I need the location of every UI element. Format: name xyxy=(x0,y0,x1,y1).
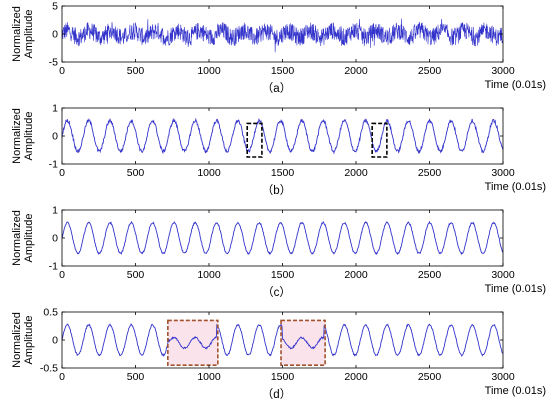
x-tick-label: 2000 xyxy=(344,269,368,281)
y-axis-label-line: Normalized xyxy=(11,210,23,266)
x-tick-label: 2000 xyxy=(344,371,368,383)
x-tick-label: 500 xyxy=(127,167,145,179)
plot-frame xyxy=(61,209,504,267)
y-axis-label: NormalizedAmplitude xyxy=(11,312,35,368)
signal-line-a xyxy=(61,18,504,53)
panel-a: 0 500 1000 1500 2000 2500 300050-5NormalizedAm… xyxy=(11,1,546,96)
x-axis-label: Time (0.01s) xyxy=(485,385,546,397)
y-tick-label: 0 xyxy=(52,335,58,347)
x-tick-label: 2500 xyxy=(418,269,442,281)
panel-c: 0 500 1000 1500 2000 2500 300010-1NormalizedAm… xyxy=(11,205,546,300)
x-tick-label: 3000 xyxy=(491,371,515,383)
y-axis-label-line: Amplitude xyxy=(23,214,35,263)
x-tick-label: 2000 xyxy=(344,65,368,77)
highlight-box-1 xyxy=(167,319,219,366)
panel-label: （d） xyxy=(262,388,291,401)
x-tick-label: 0 xyxy=(59,167,65,179)
x-tick-label: 2500 xyxy=(418,65,442,77)
y-tick-label: 1 xyxy=(52,205,58,217)
y-tick-label: 1 xyxy=(52,103,58,115)
signal-line-d xyxy=(61,323,504,357)
y-axis-label-line: Normalized xyxy=(11,108,23,164)
y-tick-label: -0.5 xyxy=(40,363,58,375)
x-tick-label: 1000 xyxy=(197,65,221,77)
x-tick-label: 3000 xyxy=(491,167,515,179)
panel-label: （a） xyxy=(262,82,291,95)
highlight-box-1 xyxy=(246,122,263,158)
signal-line-c xyxy=(61,220,504,256)
x-tick-label: 500 xyxy=(127,269,145,281)
panel-label: （c） xyxy=(262,286,291,299)
x-tick-label: 1500 xyxy=(271,371,295,383)
y-axis-label-line: Normalized xyxy=(11,6,23,62)
y-axis-label: NormalizedAmplitude xyxy=(11,210,35,266)
y-tick-label: -5 xyxy=(49,57,58,69)
plot-frame xyxy=(61,107,504,165)
highlight-box-2 xyxy=(280,319,326,366)
x-tick-label: 1500 xyxy=(271,167,295,179)
x-tick-label: 1000 xyxy=(197,269,221,281)
y-axis-label: NormalizedAmplitude xyxy=(11,6,35,62)
x-tick-label: 500 xyxy=(127,65,145,77)
x-tick-label: 3000 xyxy=(491,65,515,77)
y-axis-label-line: Amplitude xyxy=(23,316,35,365)
panel-b: 0 500 1000 1500 2000 2500 300010-1NormalizedAm… xyxy=(11,103,546,198)
highlight-box-2 xyxy=(371,122,388,158)
x-tick-label: 3000 xyxy=(491,269,515,281)
x-tick-label: 0 xyxy=(59,269,65,281)
y-tick-label: -1 xyxy=(49,261,58,273)
y-axis-label-line: Amplitude xyxy=(23,112,35,161)
plot-frame xyxy=(61,5,504,63)
x-tick-label: 0 xyxy=(59,371,65,383)
highlight-fill-2 xyxy=(281,320,326,366)
y-tick-label: 0 xyxy=(52,29,58,41)
y-tick-label: 5 xyxy=(52,1,58,13)
signal-line-b xyxy=(61,117,504,155)
x-axis-label: Time (0.01s) xyxy=(485,283,546,295)
y-axis-label-line: Amplitude xyxy=(23,10,35,59)
y-tick-label: 0 xyxy=(52,233,58,245)
x-axis-label: Time (0.01s) xyxy=(485,79,546,91)
x-tick-label: 0 xyxy=(59,65,65,77)
x-tick-label: 1500 xyxy=(271,269,295,281)
panel-d: 0 500 1000 1500 2000 2500 30000.50-0.5Normaliz… xyxy=(11,307,546,402)
x-tick-label: 1000 xyxy=(197,371,221,383)
y-tick-label: -1 xyxy=(49,159,58,171)
y-axis-label: NormalizedAmplitude xyxy=(11,108,35,164)
x-axis-label: Time (0.01s) xyxy=(485,181,546,193)
highlight-fill-1 xyxy=(167,320,218,366)
x-tick-label: 2000 xyxy=(344,167,368,179)
x-tick-label: 1000 xyxy=(197,167,221,179)
x-tick-label: 2500 xyxy=(418,167,442,179)
panel-label: （b） xyxy=(262,184,291,197)
y-axis-label-line: Normalized xyxy=(11,312,23,368)
y-tick-label: 0.5 xyxy=(43,307,58,319)
x-tick-label: 500 xyxy=(127,371,145,383)
y-tick-label: 0 xyxy=(52,131,58,143)
x-tick-label: 2500 xyxy=(418,371,442,383)
x-tick-label: 1500 xyxy=(271,65,295,77)
